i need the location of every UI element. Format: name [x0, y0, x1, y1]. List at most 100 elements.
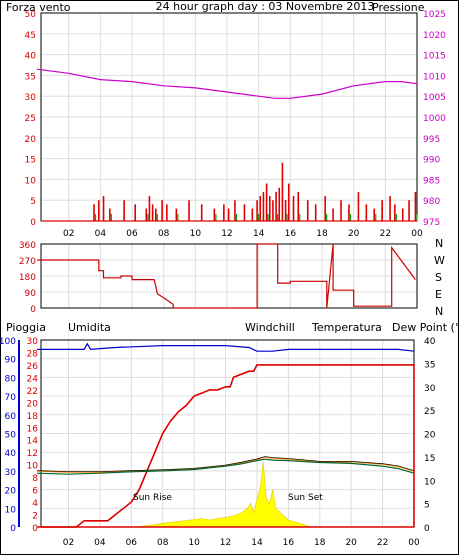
rain-y-tick-label: 0 — [32, 524, 38, 534]
wind-y-tick-label: 35 — [25, 72, 36, 82]
climate-chart: 0102030405060708090100024681012141618202… — [0, 337, 436, 548]
rain-y-tick-label: 22 — [27, 387, 38, 397]
pressure-y-tick-label: 975 — [423, 218, 440, 228]
humidity-y-tick-label: 30 — [5, 468, 17, 478]
wind-y-tick-label: 45 — [25, 31, 36, 41]
humidity-y-tick-label: 90 — [5, 356, 17, 366]
wind-x-tick-label: 16 — [285, 229, 297, 239]
temp-y-tick-label: 40 — [424, 337, 436, 347]
wind-axis-title: Forza vento — [6, 1, 71, 14]
wind-y-tick-label: 10 — [25, 176, 37, 186]
humidity-series-line — [37, 342, 415, 352]
rain-y-tick-label: 6 — [32, 487, 38, 497]
chart-title: 24 hour graph day : 03 Novembre 2013 — [156, 0, 375, 13]
humidity-y-tick-label: 40 — [5, 449, 17, 459]
temp-y-tick-label: 15 — [424, 454, 435, 464]
climate-x-tick-label: 06 — [126, 538, 138, 548]
rain-y-tick-label: 10 — [27, 462, 39, 472]
dewpoint-series-line — [37, 458, 415, 475]
humidity-y-tick-label: 80 — [5, 374, 17, 384]
climate-x-tick-label: 16 — [283, 538, 295, 548]
climate-x-tick-label: 20 — [345, 538, 357, 548]
temp-y-tick-label: 25 — [424, 407, 435, 417]
temp-y-tick-label: 10 — [424, 477, 436, 487]
sunrise-annotation: Sun Rise — [133, 493, 172, 503]
climate-x-tick-label: 10 — [188, 538, 200, 548]
climate-x-tick-label: 08 — [157, 538, 169, 548]
direction-series-line — [37, 243, 416, 309]
humidity-y-tick-label: 50 — [5, 431, 17, 441]
pressure-y-tick-label: 1025 — [423, 10, 446, 20]
wind-y-tick-label: 50 — [25, 10, 37, 20]
humidity-y-tick-label: 70 — [5, 393, 17, 403]
direction-y-tick-label: 360 — [19, 241, 36, 251]
wind-y-tick-label: 15 — [25, 156, 36, 166]
pressure-y-tick-label: 980 — [423, 197, 440, 207]
compass-label-e: E — [435, 288, 442, 301]
rain-y-tick-label: 8 — [32, 474, 38, 484]
climate-x-tick-label: 22 — [377, 538, 388, 548]
pressure-y-tick-label: 995 — [423, 135, 440, 145]
temperature-legend: Temperatura — [311, 321, 382, 334]
sunset-annotation: Sun Set — [288, 493, 323, 503]
windchill-legend: Windchill — [245, 321, 295, 334]
pressure-y-tick-label: 1005 — [423, 93, 446, 103]
temp-y-tick-label: 20 — [424, 431, 436, 441]
pressure-series-line — [36, 68, 418, 99]
humidity-legend: Umidita — [68, 321, 111, 334]
wind-y-tick-label: 0 — [30, 218, 36, 228]
wind-x-tick-label: 18 — [316, 229, 328, 239]
rain-y-tick-label: 28 — [27, 349, 39, 359]
temperature-series-line — [37, 456, 415, 473]
climate-x-tick-label: 04 — [94, 538, 106, 548]
wind-x-tick-label: 12 — [221, 229, 232, 239]
wind-y-tick-label: 30 — [25, 93, 37, 103]
humidity-y-tick-label: 60 — [5, 412, 17, 422]
climate-x-tick-label: 02 — [63, 538, 74, 548]
temp-y-tick-label: 35 — [424, 360, 435, 370]
rain-axis-title: Pioggia — [6, 321, 46, 334]
wind-x-tick-label: 00 — [411, 229, 423, 239]
pressure-y-tick-label: 990 — [423, 156, 440, 166]
wind-x-tick-label: 02 — [63, 229, 74, 239]
wind-direction-chart: 0 90 180 270 360 — [19, 241, 418, 315]
rain-y-tick-label: 24 — [27, 374, 39, 384]
humidity-y-tick-label: 0 — [10, 524, 16, 534]
humidity-y-tick-label: 100 — [0, 337, 16, 347]
wind-x-tick-label: 22 — [380, 229, 391, 239]
climate-x-tick-label: 14 — [251, 538, 263, 548]
climate-x-tick-label: 00 — [408, 538, 420, 548]
direction-y-tick-label: 0 — [30, 305, 36, 315]
temp-y-tick-label: 5 — [424, 501, 430, 511]
climate-x-tick-label: 18 — [314, 538, 326, 548]
wind-x-tick-label: 20 — [348, 229, 360, 239]
rain-y-tick-label: 16 — [27, 424, 39, 434]
rain-y-tick-label: 4 — [32, 499, 38, 509]
wind-y-tick-label: 20 — [25, 135, 37, 145]
pressure-y-tick-label: 1000 — [423, 114, 446, 124]
compass-label-s: S — [435, 271, 442, 284]
pressure-y-tick-label: 1010 — [423, 72, 446, 82]
pressure-y-tick-label: 985 — [423, 176, 440, 186]
climate-x-tick-label: 12 — [220, 538, 231, 548]
pressure-y-tick-label: 1015 — [423, 52, 446, 62]
wind-x-tick-label: 06 — [126, 229, 138, 239]
solar-area — [138, 461, 310, 528]
compass-label-n-bottom: N — [435, 305, 443, 318]
pressure-y-tick-label: 1020 — [423, 31, 446, 41]
wind-x-tick-label: 04 — [95, 229, 107, 239]
temp-y-tick-label: 30 — [424, 384, 436, 394]
direction-y-tick-label: 180 — [19, 273, 36, 283]
rain-y-tick-label: 12 — [27, 449, 38, 459]
humidity-y-tick-label: 10 — [5, 505, 17, 515]
rain-y-tick-label: 20 — [27, 399, 39, 409]
direction-y-tick-label: 270 — [19, 257, 36, 267]
wind-x-tick-label: 10 — [190, 229, 202, 239]
rain-y-tick-label: 30 — [27, 337, 39, 347]
pressure-axis-title: Pressione — [372, 1, 425, 14]
temp-y-tick-label: 0 — [424, 524, 430, 534]
wind-y-tick-label: 40 — [25, 52, 37, 62]
wind-pressure-chart: 0510152025303540455097598098599099510001… — [25, 10, 447, 239]
wind-x-tick-label: 14 — [253, 229, 265, 239]
